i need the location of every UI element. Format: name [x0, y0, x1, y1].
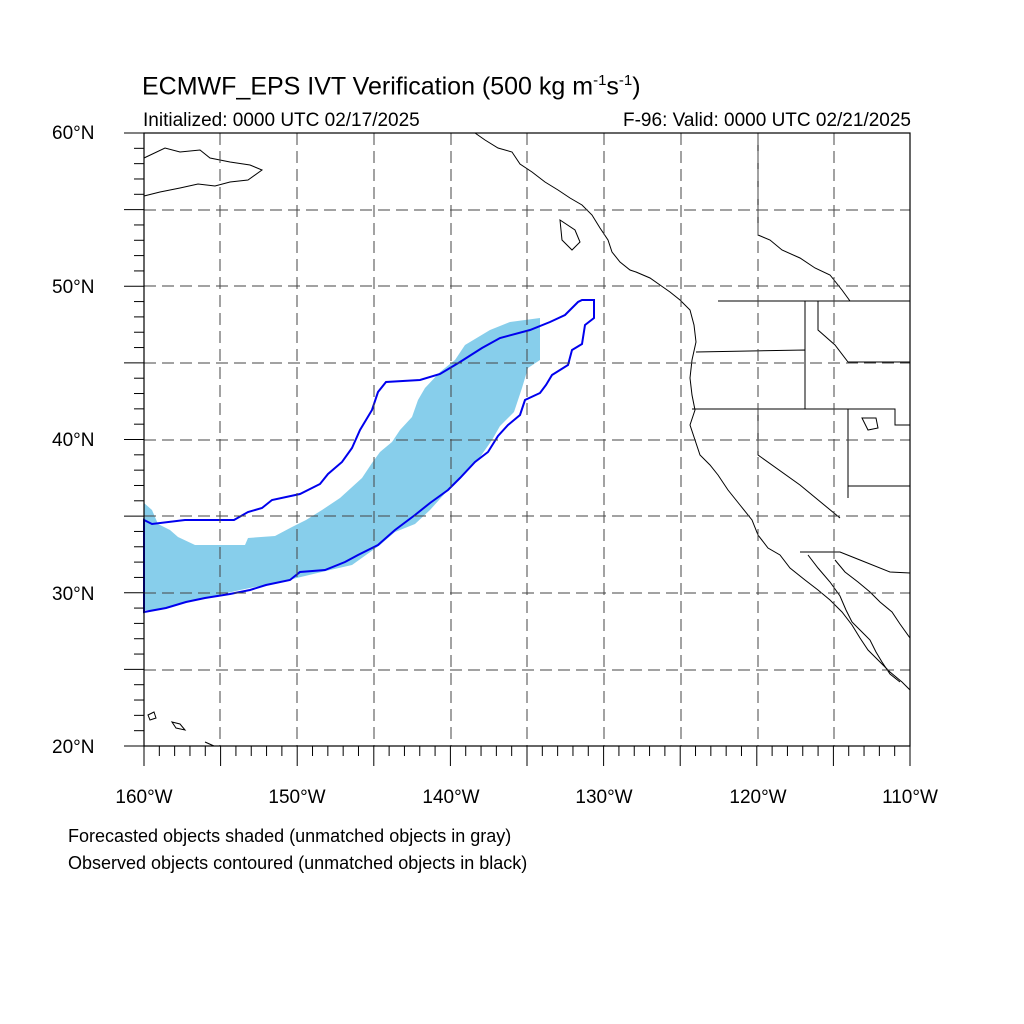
lon-label-130w: 130°W [575, 787, 633, 808]
us-mexico-border [800, 551, 911, 574]
canada-east-border [757, 133, 851, 302]
lon-label-150w: 150°W [268, 787, 326, 808]
lat-label-40: 40°N [52, 430, 95, 451]
graticule [144, 133, 910, 746]
coastline-layer [143, 132, 911, 747]
axis-ticks [124, 132, 911, 766]
idaho-border [804, 301, 910, 409]
observed-ivt-contour [143, 299, 595, 614]
alaska-coast [143, 147, 264, 197]
nevada-utah-border [847, 409, 910, 498]
valid-time-label: F-96: Valid: 0000 UTC 02/21/2025 [623, 110, 911, 131]
legend-observed-note: Observed objects contoured (unmatched ob… [68, 853, 528, 873]
initialized-label: Initialized: 0000 UTC 02/17/2025 [143, 110, 420, 131]
title-end: ) [632, 72, 641, 101]
baja-coast [807, 554, 901, 683]
lon-label-160w: 160°W [115, 787, 173, 808]
lat-label-30: 30°N [52, 584, 95, 605]
map-title: ECMWF_EPS IVT Verification (500 kg m-1s-… [142, 72, 641, 101]
title-sup-1: -1 [593, 72, 607, 89]
gulf-california-coast [834, 559, 911, 639]
gulf-of-alaska-coast [474, 132, 911, 691]
vancouver-island [559, 218, 581, 251]
lat-label-20: 20°N [52, 737, 95, 758]
lon-label-120w: 120°W [729, 787, 787, 808]
hawaii-islands [147, 711, 215, 747]
oregon-washington-border [695, 349, 806, 409]
forecast-ivt-object [144, 318, 540, 610]
lat-label-60: 60°N [52, 123, 95, 144]
title-text: ECMWF_EPS IVT Verification (500 kg m [142, 72, 594, 101]
lon-label-140w: 140°W [422, 787, 480, 808]
lake-outline [861, 417, 879, 431]
legend-forecast-note: Forecasted objects shaded (unmatched obj… [68, 826, 512, 846]
lon-label-110w: 110°W [882, 787, 938, 808]
lat-label-50: 50°N [52, 277, 95, 298]
title-sup-2: -1 [618, 72, 633, 89]
title-mid: s [606, 72, 619, 101]
